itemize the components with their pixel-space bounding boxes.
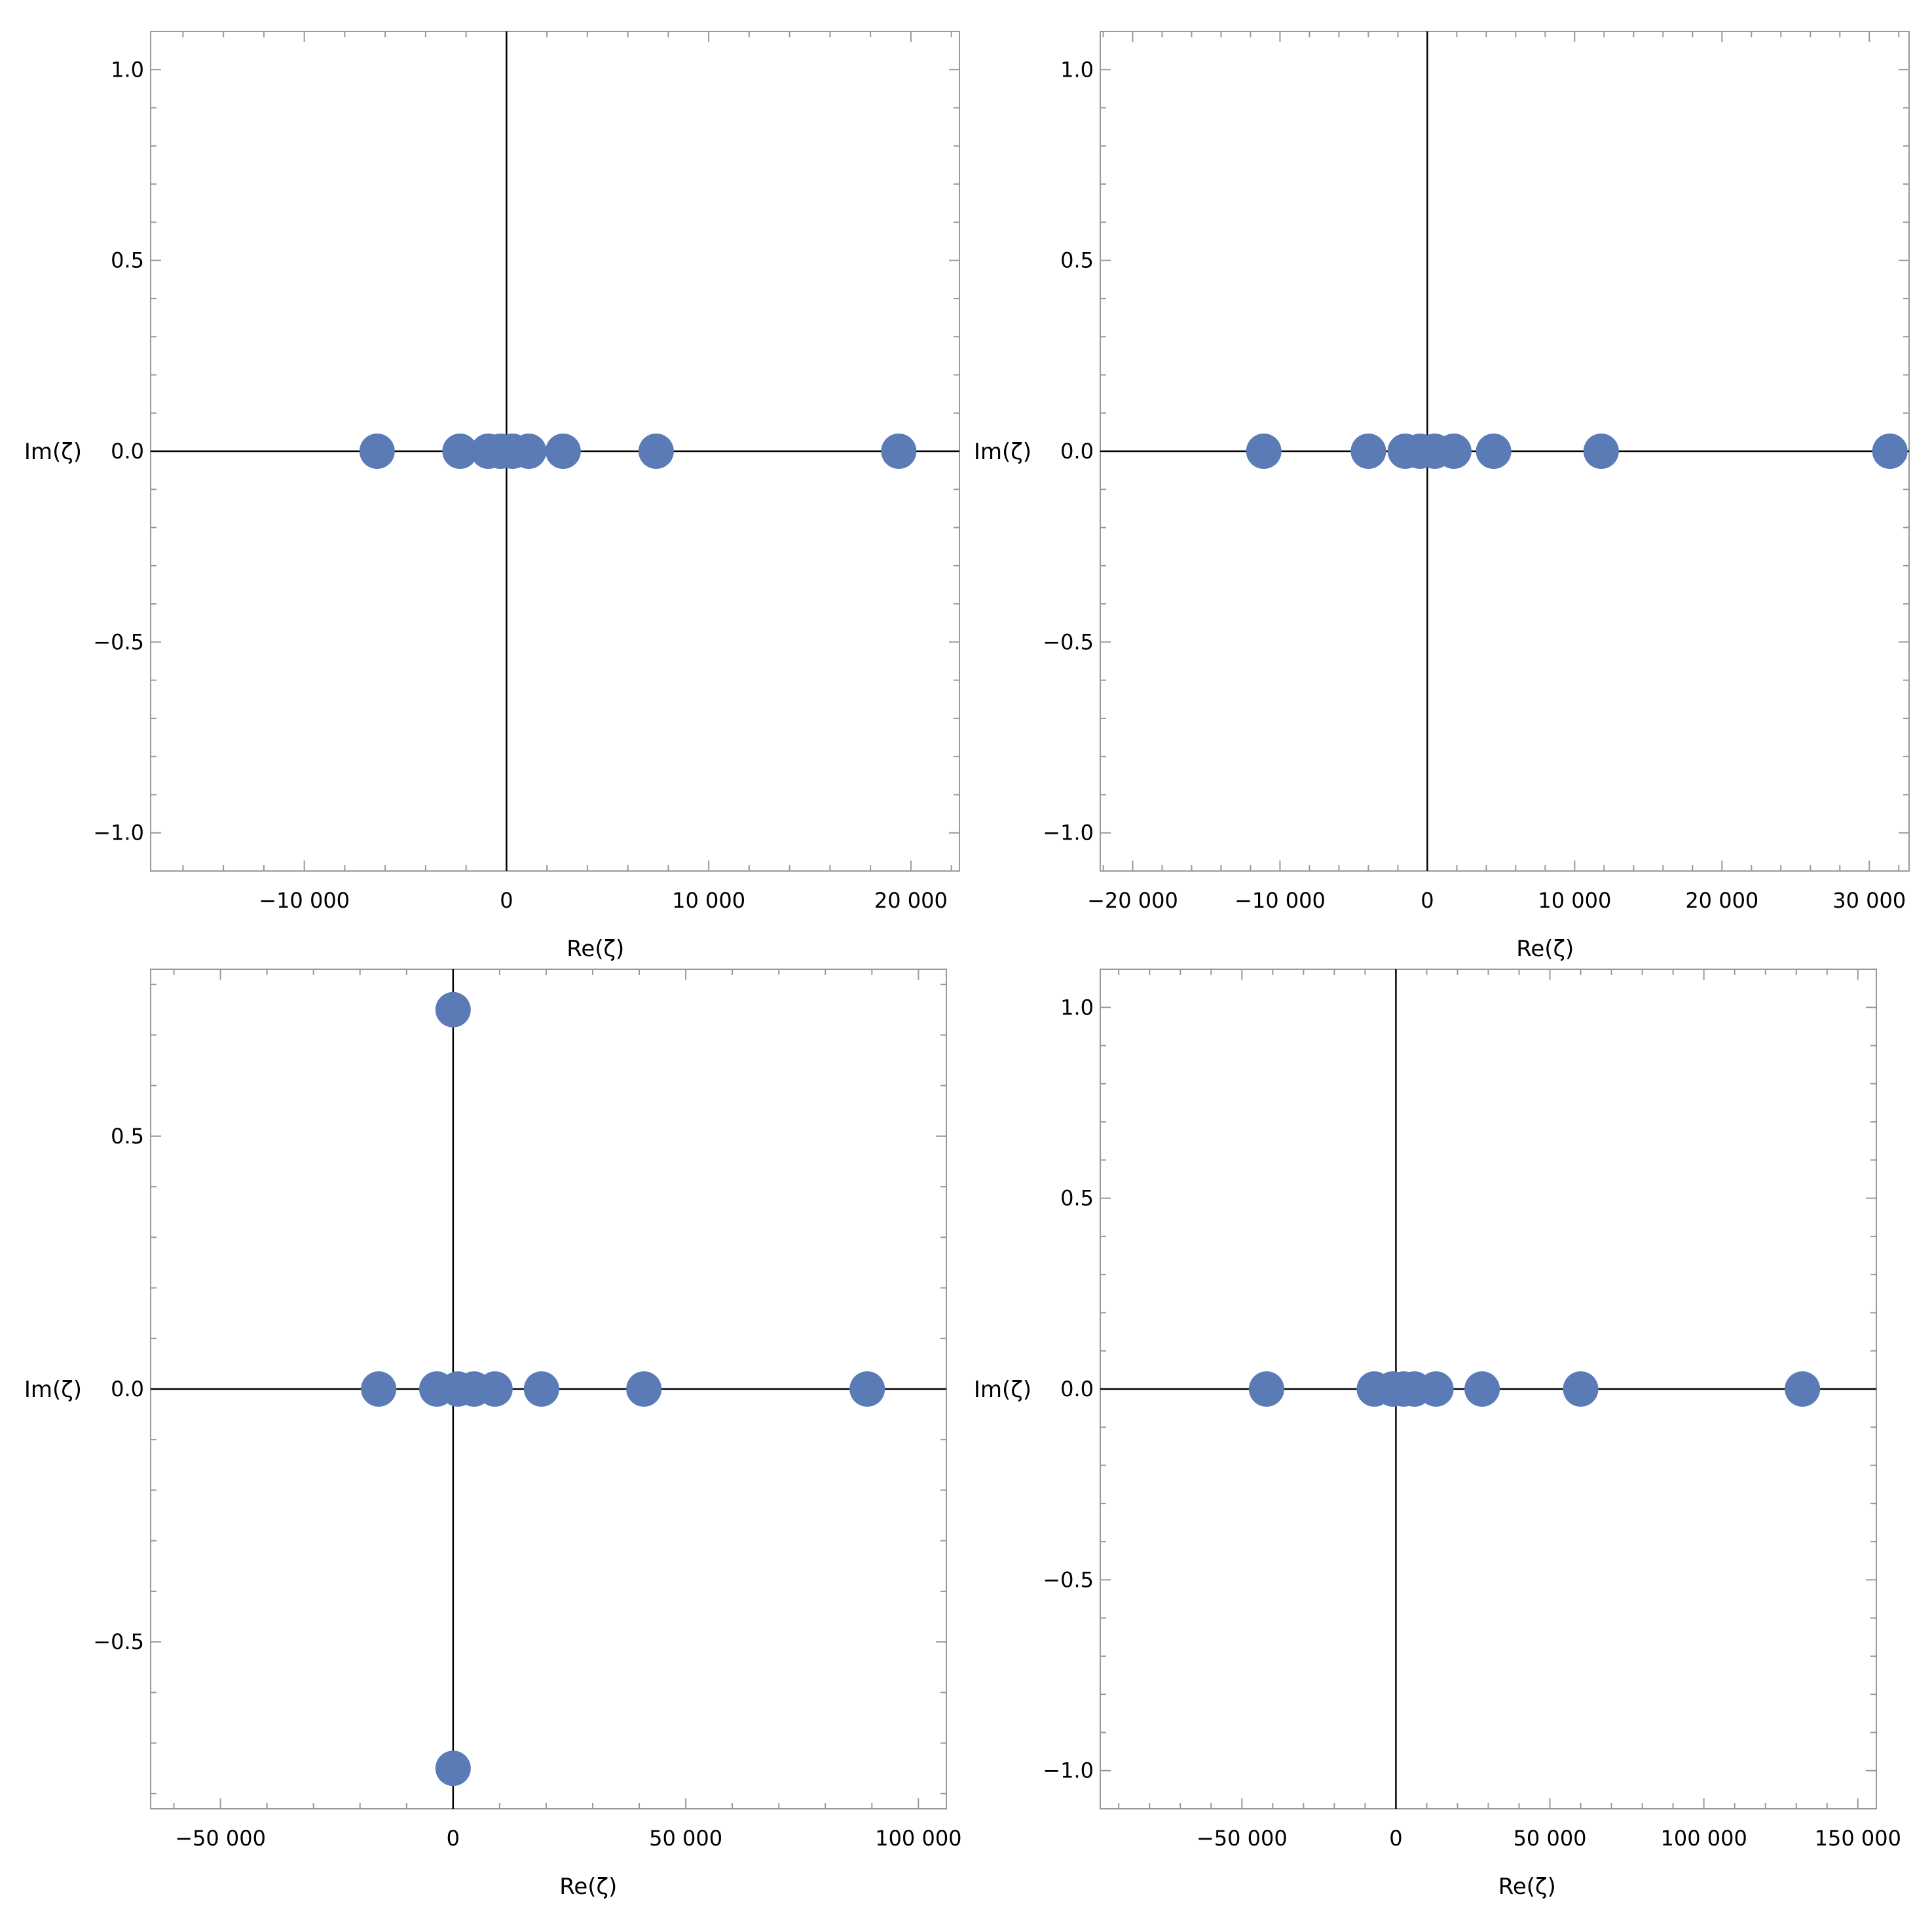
x-tick-label: 0 [447,1826,460,1851]
y-tick-label: 0.5 [111,1124,144,1149]
x-tick-label: 30 000 [1832,888,1906,913]
data-point [1476,434,1512,469]
x-tick-label: 50 000 [649,1826,722,1851]
data-point [1872,434,1908,469]
y-tick-label: 0.5 [111,248,144,273]
y-tick-label: 1.0 [1060,57,1094,82]
x-axis-label: Re(ζ) [1516,936,1574,962]
data-point [1246,434,1282,469]
x-tick-label: −10 000 [259,888,350,913]
x-tick-label: 0 [1421,888,1434,913]
x-tick-label: 20 000 [1685,888,1758,913]
x-axis-label: Re(ζ) [559,1874,617,1900]
data-point [359,434,395,469]
data-point [523,1371,559,1407]
y-axis-label: Im(ζ) [24,1377,82,1403]
data-point [1436,434,1472,469]
y-tick-label: −0.5 [1043,629,1094,654]
data-point [442,434,478,469]
data-point [849,1371,885,1407]
data-point [626,1371,662,1407]
x-axis-label: Re(ζ) [567,936,624,962]
x-tick-label: 10 000 [672,888,745,913]
x-tick-label: 100 000 [1661,1826,1747,1851]
plot-panel-3: −50 000 0 50 000 100 000 0.5 0.0 −0.5 Re(ζ) Im(ζ… [24,969,962,1900]
y-tick-label: 0.0 [111,439,144,464]
y-axis-label: Im(ζ) [974,1377,1031,1403]
x-tick-label: −20 000 [1087,888,1178,913]
data-point [1563,1371,1599,1407]
x-tick-label: −50 000 [1197,1826,1288,1851]
y-tick-label: −1.0 [1043,1758,1094,1783]
data-point [511,434,547,469]
y-axis-label: Im(ζ) [974,439,1031,465]
data-point [435,992,471,1028]
y-tick-label: −0.5 [1043,1567,1094,1592]
data-point [638,434,674,469]
x-tick-label: −50 000 [175,1826,266,1851]
x-tick-label: 0 [1389,1826,1402,1851]
plot-panel-4: −50 000 0 50 000 100 000 150 000 1.0 0.5 0.0 −0.… [974,969,1901,1900]
plot-panel-1: −10 000 0 10 000 20 000 1.0 0.5 0.0 −0.5 −1.0 Re(… [24,31,960,962]
plot-panel-2: −20 000 −10 000 0 10 000 20 000 30 000 1.0 0.5 0… [974,31,1910,962]
data-point [1350,434,1386,469]
y-tick-label: 1.0 [1060,995,1094,1020]
y-tick-label: 0.0 [111,1377,144,1401]
data-point [1248,1371,1284,1407]
x-tick-label: 50 000 [1514,1826,1587,1851]
data-point [1418,1371,1454,1407]
x-tick-label: −10 000 [1235,888,1326,913]
y-tick-label: −1.0 [1043,821,1094,845]
y-tick-label: −0.5 [93,1629,144,1654]
data-point [1464,1371,1500,1407]
x-axis-label: Re(ζ) [1498,1874,1556,1900]
data-point [435,1751,471,1787]
data-point [361,1371,397,1407]
data-point [1785,1371,1821,1407]
y-axis-label: Im(ζ) [24,439,82,465]
y-tick-label: −1.0 [93,821,144,845]
y-tick-label: 0.5 [1060,248,1094,273]
y-tick-label: 0.0 [1060,439,1094,464]
y-tick-label: −0.5 [93,629,144,654]
y-tick-label: 1.0 [111,57,144,82]
data-point [1583,434,1619,469]
y-tick-label: 0.5 [1060,1186,1094,1211]
x-tick-label: 150 000 [1815,1826,1901,1851]
data-point [881,434,917,469]
x-tick-label: 10 000 [1538,888,1611,913]
data-point [477,1371,513,1407]
x-tick-label: 100 000 [875,1826,961,1851]
x-tick-label: 0 [500,888,513,913]
x-tick-label: 20 000 [874,888,948,913]
y-tick-label: 0.0 [1060,1377,1094,1401]
data-point [545,434,581,469]
